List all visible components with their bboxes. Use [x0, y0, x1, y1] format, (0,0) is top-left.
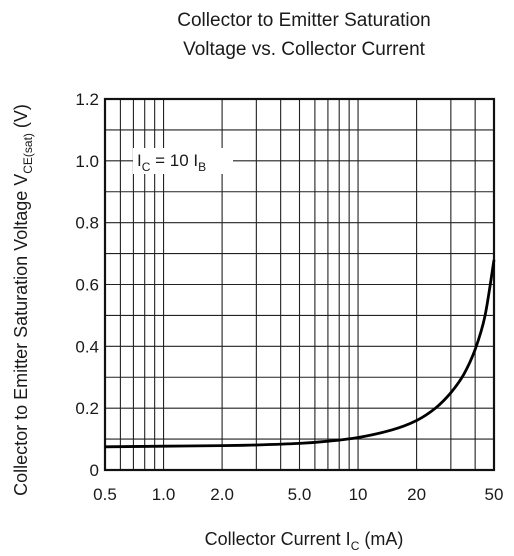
y-tick-label: 0.4 [75, 337, 99, 356]
annotation-label: IC = 10 IB [137, 151, 206, 174]
y-tick-label: 0.8 [75, 214, 99, 233]
plot-area-border [103, 97, 496, 472]
y-tick-label: 0 [90, 461, 99, 480]
series-group [104, 259, 496, 449]
x-tick-label: 20 [407, 485, 426, 504]
y-tick-label: 1.2 [75, 90, 99, 109]
series-line [104, 259, 496, 449]
x-tick-label: 2.0 [210, 485, 234, 504]
x-tick-label: 10 [349, 485, 368, 504]
y-tick-labels: 0 0.2 0.4 0.6 0.8 1.0 1.2 [75, 90, 99, 480]
annotation-background [133, 148, 233, 174]
plot-frame [103, 97, 496, 472]
x-tick-label: 5.0 [288, 485, 312, 504]
chart-title: Collector to Emitter Saturation Voltage … [177, 10, 430, 60]
x-tick-label: 50 [485, 485, 504, 504]
y-tick-label: 1.0 [75, 152, 99, 171]
x-axis-label-group: Collector Current IC (mA) [205, 529, 404, 553]
y-axis-label-group: Collector to Emitter Saturation Voltage … [11, 104, 35, 496]
x-tick-label: 1.0 [152, 485, 176, 504]
x-tick-label: 0.5 [93, 485, 117, 504]
y-axis-label: Collector to Emitter Saturation Voltage … [11, 104, 35, 496]
x-axis-label: Collector Current IC (mA) [205, 529, 404, 553]
y-tick-label: 0.2 [75, 399, 99, 418]
x-tick-labels: 0.5 1.0 2.0 5.0 10 20 50 [93, 485, 503, 504]
chart-title-line-2: Voltage vs. Collector Current [183, 39, 426, 60]
chart-title-line-1: Collector to Emitter Saturation [177, 10, 430, 31]
annotation-group: IC = 10 IB [133, 148, 233, 174]
y-tick-label: 0.6 [75, 276, 99, 295]
